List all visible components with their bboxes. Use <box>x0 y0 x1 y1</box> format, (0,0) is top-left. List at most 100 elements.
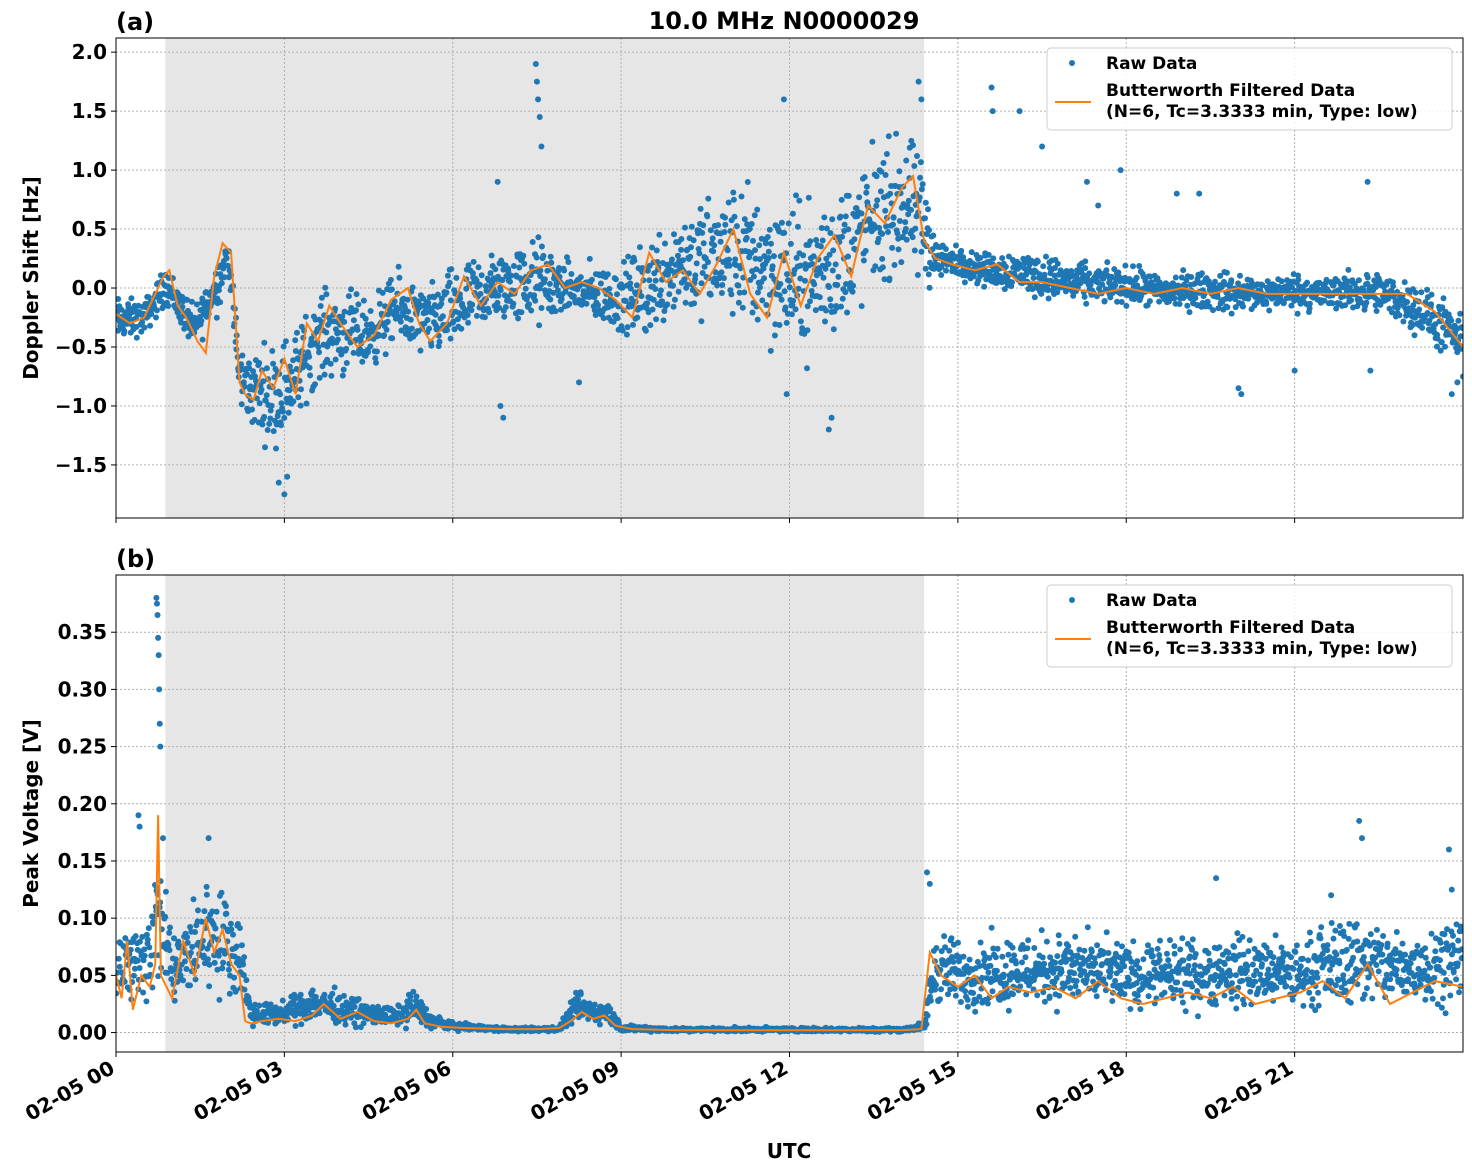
raw-data-point <box>733 273 739 279</box>
raw-data-point <box>1043 254 1049 260</box>
raw-data-point <box>802 278 808 284</box>
raw-data-point <box>187 982 193 988</box>
raw-data-point <box>845 254 851 260</box>
raw-data-point <box>807 238 813 244</box>
raw-data-point <box>1226 950 1232 956</box>
raw-data-point <box>819 225 825 231</box>
raw-data-point <box>766 255 772 261</box>
raw-data-point <box>1092 960 1098 966</box>
raw-data-point <box>322 372 328 378</box>
raw-data-point <box>646 277 652 283</box>
raw-data-point <box>498 287 504 293</box>
raw-data-point <box>927 285 933 291</box>
raw-data-point <box>919 249 925 255</box>
raw-data-point <box>547 297 553 303</box>
raw-data-point <box>598 281 604 287</box>
raw-data-point <box>328 373 334 379</box>
legend-filtered-params: (N=6, Tc=3.3333 min, Type: low) <box>1106 102 1418 122</box>
raw-data-point <box>1266 967 1272 973</box>
raw-data-point <box>1086 270 1092 276</box>
raw-data-point <box>752 247 758 253</box>
raw-data-point <box>1240 304 1246 310</box>
raw-data-point <box>344 360 350 366</box>
raw-data-point <box>262 444 268 450</box>
raw-data-point <box>587 256 593 262</box>
raw-data-point <box>1109 998 1115 1004</box>
raw-data-point <box>666 291 672 297</box>
raw-data-point <box>777 281 783 287</box>
raw-data-point <box>827 296 833 302</box>
raw-data-point <box>578 274 584 280</box>
raw-data-point <box>742 216 748 222</box>
raw-data-point <box>732 214 738 220</box>
raw-data-point <box>192 929 198 935</box>
raw-data-point <box>328 361 334 367</box>
raw-data-point <box>270 361 276 367</box>
raw-data-point <box>863 248 869 254</box>
raw-data-point <box>1180 958 1186 964</box>
raw-data-point <box>851 236 857 242</box>
raw-data-outlier <box>918 96 924 102</box>
raw-data-point <box>163 889 169 895</box>
raw-data-point <box>423 1006 429 1012</box>
raw-data-point <box>678 247 684 253</box>
raw-data-point <box>1045 287 1051 293</box>
raw-data-point <box>1233 1006 1239 1012</box>
raw-data-point <box>1167 963 1173 969</box>
raw-data-point <box>965 1004 971 1010</box>
raw-data-point <box>396 275 402 281</box>
raw-data-point <box>654 247 660 253</box>
raw-data-point <box>584 301 590 307</box>
raw-data-point <box>1183 1008 1189 1014</box>
raw-data-point <box>492 266 498 272</box>
raw-data-point <box>1112 282 1118 288</box>
raw-data-point <box>627 280 633 286</box>
raw-data-point <box>457 295 463 301</box>
raw-data-point <box>840 296 846 302</box>
raw-data-point <box>1240 934 1246 940</box>
raw-data-point <box>1173 275 1179 281</box>
raw-data-point <box>239 942 245 948</box>
raw-data-point <box>535 234 541 240</box>
raw-data-point <box>1216 944 1222 950</box>
raw-data-point <box>368 308 374 314</box>
raw-data-point <box>437 339 443 345</box>
raw-data-point <box>793 306 799 312</box>
raw-data-point <box>283 338 289 344</box>
raw-data-point <box>281 415 287 421</box>
raw-data-point <box>711 242 717 248</box>
raw-data-point <box>735 283 741 289</box>
raw-data-point <box>1104 259 1110 265</box>
raw-data-point <box>384 327 390 333</box>
raw-data-point <box>725 247 731 253</box>
raw-data-point <box>859 303 865 309</box>
raw-data-outlier <box>1367 368 1373 374</box>
raw-data-point <box>1356 277 1362 283</box>
raw-data-point <box>721 275 727 281</box>
raw-data-point <box>930 233 936 239</box>
raw-data-point <box>828 303 834 309</box>
raw-data-point <box>883 172 889 178</box>
raw-data-point <box>1288 954 1294 960</box>
raw-data-point <box>1137 1006 1143 1012</box>
raw-data-point <box>614 291 620 297</box>
raw-data-point <box>744 235 750 241</box>
raw-data-point <box>687 254 693 260</box>
raw-data-point <box>182 958 188 964</box>
raw-data-point <box>1400 319 1406 325</box>
raw-data-point <box>767 227 773 233</box>
raw-data-point <box>592 1002 598 1008</box>
raw-data-point <box>1127 1006 1133 1012</box>
raw-data-point <box>1052 960 1058 966</box>
y-axis-title: Doppler Shift [Hz] <box>19 176 43 380</box>
raw-data-point <box>759 297 765 303</box>
raw-data-point <box>318 303 324 309</box>
raw-data-point <box>201 908 207 914</box>
raw-data-point <box>303 314 309 320</box>
raw-data-point <box>133 933 139 939</box>
raw-data-point <box>488 270 494 276</box>
raw-data-point <box>530 239 536 245</box>
raw-data-point <box>923 1021 929 1027</box>
raw-data-point <box>478 291 484 297</box>
